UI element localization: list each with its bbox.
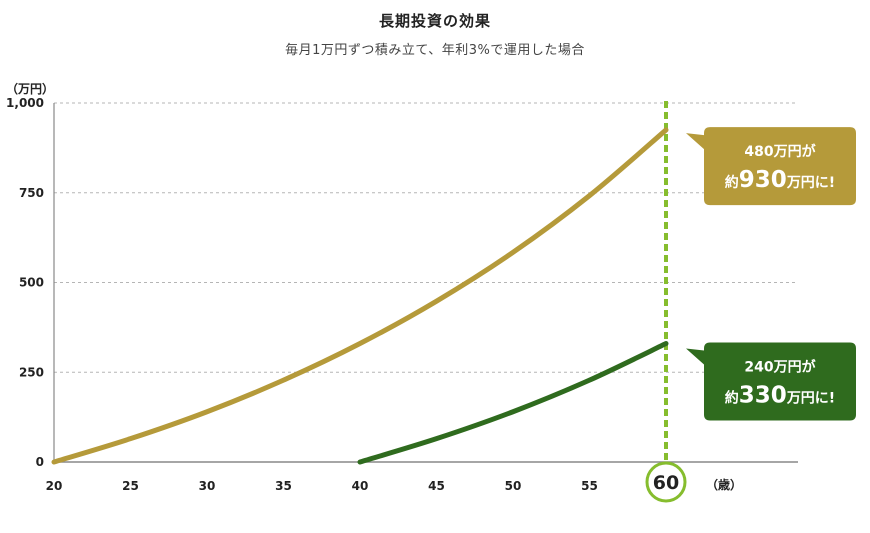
callout-box — [686, 342, 856, 421]
chart-title: 長期投資の効果 — [378, 12, 491, 30]
callout-suffix: 万円に! — [786, 391, 835, 407]
y-axis-unit: （万円） — [6, 82, 55, 96]
x-tick-label: 35 — [275, 479, 292, 493]
callout-suffix: 万円に! — [786, 175, 835, 191]
y-tick-label: 250 — [19, 365, 44, 379]
chart-subtitle: 毎月1万円ずつ積み立て、年利3%で運用した場合 — [285, 43, 585, 58]
y-tick-label: 0 — [36, 455, 44, 469]
x-tick-label: 45 — [428, 479, 445, 493]
x-tick-label: 50 — [505, 479, 522, 493]
callout-box — [686, 127, 856, 206]
callout-line1: 480万円が — [744, 143, 816, 160]
y-tick-label: 1,000 — [6, 96, 44, 110]
callout-line1: 240万円が — [744, 359, 816, 376]
callout-line2: 約930万円に! — [725, 167, 835, 193]
series-line-green — [357, 341, 669, 465]
x-axis-unit: （歳） — [706, 478, 743, 492]
callout-prefix: 約 — [725, 174, 739, 191]
callout-prefix: 約 — [725, 390, 739, 407]
callout-value: 930 — [739, 167, 787, 193]
y-tick-label: 500 — [19, 276, 44, 290]
x-tick-label: 40 — [352, 479, 369, 493]
x-tick-label: 25 — [122, 479, 139, 493]
x-tick-label: 55 — [581, 479, 598, 493]
callout-value: 330 — [739, 383, 787, 409]
series-line-gold — [51, 127, 669, 465]
highlight-x-circle — [645, 461, 687, 503]
x-tick-label: 30 — [199, 479, 216, 493]
y-tick-label: 750 — [19, 186, 44, 200]
x-tick-label: 20 — [46, 479, 63, 493]
callout-line2: 約330万円に! — [725, 383, 835, 409]
highlight-x-label: 60 — [653, 472, 679, 494]
